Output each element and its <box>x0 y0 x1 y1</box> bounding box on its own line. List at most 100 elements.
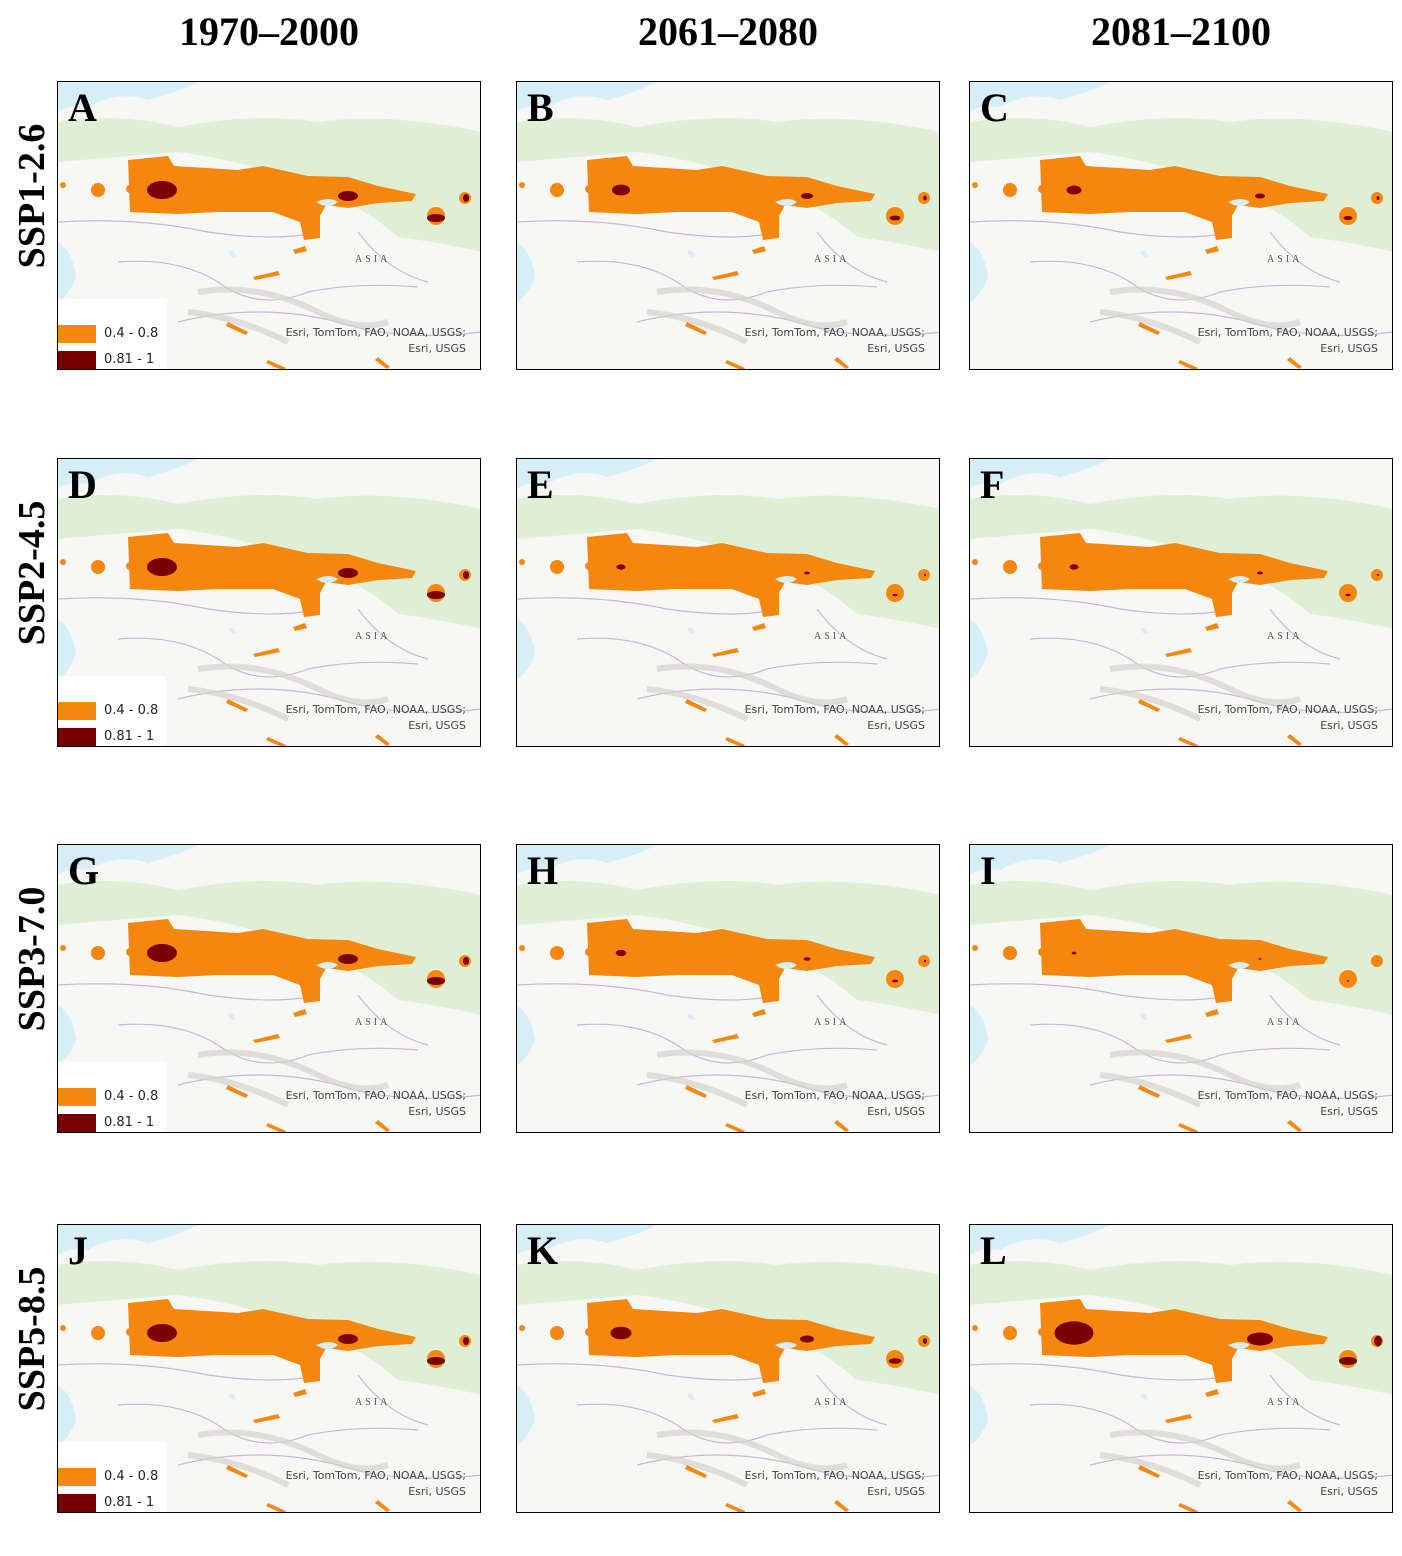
mountains <box>187 663 389 722</box>
suitability-fragments <box>519 1325 930 1512</box>
legend-item: 0.81 - 1 <box>58 1114 166 1132</box>
panel-letter: I <box>980 848 996 893</box>
arctic-water <box>58 1225 198 1255</box>
suitability-high <box>610 1326 928 1364</box>
suitability-moderate <box>128 533 416 617</box>
legend-swatch <box>58 1114 96 1132</box>
borders <box>517 1363 939 1479</box>
map-canvas <box>58 1225 480 1512</box>
lake-balkhash <box>775 199 797 206</box>
suitability-moderate <box>1040 156 1328 240</box>
borders <box>58 1363 480 1479</box>
suitability-moderate <box>587 1299 875 1383</box>
map-panel: H ASIA Esri, TomTom, FAO, NOAA, USGS; Esr… <box>516 844 940 1133</box>
legend-item: 0.4 - 0.8 <box>58 325 166 343</box>
suitability-fragments <box>972 945 1383 1132</box>
borders <box>970 597 1392 713</box>
lake-balkhash <box>775 576 797 583</box>
map-label: ASIA <box>355 1397 391 1408</box>
forest-area <box>517 881 939 1015</box>
lake <box>228 1013 236 1020</box>
map-canvas <box>970 459 1392 746</box>
legend: 0.4 - 0.8 0.81 - 1 <box>58 1442 166 1512</box>
borders <box>58 597 480 713</box>
caspian-sea <box>517 1385 535 1445</box>
caspian-sea <box>517 242 535 302</box>
lake <box>1140 250 1148 257</box>
lake-balkhash <box>1228 199 1250 206</box>
attribution: Esri, TomTom, FAO, NOAA, USGS; Esri, USGS <box>744 703 925 732</box>
borders <box>517 220 939 336</box>
legend: 0.4 - 0.8 0.81 - 1 <box>58 1062 166 1132</box>
legend-swatch <box>58 1468 96 1486</box>
map-panel: K ASIA Esri, TomTom, FAO, NOAA, USGS; Esr… <box>516 1224 940 1513</box>
suitability-high <box>615 949 927 983</box>
arctic-water <box>517 82 657 112</box>
map-label: ASIA <box>1267 631 1303 642</box>
lake <box>1140 1013 1148 1020</box>
forest-area <box>58 1261 480 1395</box>
lake-balkhash <box>1228 1342 1250 1349</box>
map-label: ASIA <box>814 254 850 265</box>
column-title: 1970–2000 <box>179 9 359 54</box>
arctic-water <box>517 1225 657 1255</box>
arctic-water <box>517 845 657 875</box>
suitability-moderate <box>1040 919 1328 1003</box>
panel-letter: H <box>527 848 559 893</box>
panel-letter: G <box>68 848 100 893</box>
suitability-high <box>147 181 469 222</box>
legend-item: 0.81 - 1 <box>58 1494 166 1512</box>
row-label: SSP5-8.5 <box>11 1266 53 1412</box>
suitability-moderate <box>128 919 416 1003</box>
attribution: Esri, TomTom, FAO, NOAA, USGS; Esri, USGS <box>1197 1469 1378 1498</box>
attribution: Esri, TomTom, FAO, NOAA, USGS; Esri, USGS <box>285 1469 466 1498</box>
legend-swatch <box>58 728 96 746</box>
legend-swatch <box>58 325 96 343</box>
legend-swatch <box>58 1494 96 1512</box>
legend-swatch <box>58 351 96 369</box>
map-canvas <box>517 82 939 369</box>
legend-item: 0.4 - 0.8 <box>58 702 166 720</box>
map-label: ASIA <box>355 1017 391 1028</box>
attribution: Esri, TomTom, FAO, NOAA, USGS; Esri, USGS <box>1197 1089 1378 1118</box>
borders <box>517 983 939 1099</box>
map-panel: F ASIA Esri, TomTom, FAO, NOAA, USGS; Esr… <box>969 458 1393 747</box>
panel-letter: C <box>980 85 1009 130</box>
forest-area <box>970 118 1392 252</box>
map-panel: L ASIA Esri, TomTom, FAO, NOAA, USGS; Esr… <box>969 1224 1393 1513</box>
lake-balkhash <box>775 962 797 969</box>
forest-area <box>970 881 1392 1015</box>
arctic-water <box>58 845 198 875</box>
caspian-sea <box>970 242 988 302</box>
panel-letter: D <box>68 462 97 507</box>
mountains <box>646 286 848 345</box>
lake <box>228 1393 236 1400</box>
map-label: ASIA <box>1267 1397 1303 1408</box>
map-panel: G ASIA Esri, TomTom, FAO, NOAA, USGS; Esr… <box>57 844 481 1133</box>
borders <box>517 597 939 713</box>
caspian-sea <box>58 242 76 302</box>
arctic-water <box>58 82 198 112</box>
arctic-water <box>970 459 1110 489</box>
map-canvas <box>970 1225 1392 1512</box>
map-label: ASIA <box>814 631 850 642</box>
mountains <box>646 1049 848 1108</box>
lake-balkhash <box>1228 962 1250 969</box>
attribution: Esri, TomTom, FAO, NOAA, USGS; Esri, USGS <box>285 703 466 732</box>
lake-balkhash <box>316 962 338 969</box>
suitability-high <box>1071 951 1379 982</box>
lake <box>687 1393 695 1400</box>
arctic-water <box>970 82 1110 112</box>
map-canvas <box>58 845 480 1132</box>
legend-swatch <box>58 702 96 720</box>
attribution: Esri, TomTom, FAO, NOAA, USGS; Esri, USGS <box>285 1089 466 1118</box>
map-canvas <box>58 82 480 369</box>
row-label: SSP1-2.6 <box>11 123 53 269</box>
attribution: Esri, TomTom, FAO, NOAA, USGS; Esri, USGS <box>1197 326 1378 355</box>
map-label: ASIA <box>355 254 391 265</box>
panel-letter: E <box>527 462 554 507</box>
borders <box>970 983 1392 1099</box>
forest-area <box>58 881 480 1015</box>
borders <box>970 220 1392 336</box>
mountains <box>646 1429 848 1488</box>
